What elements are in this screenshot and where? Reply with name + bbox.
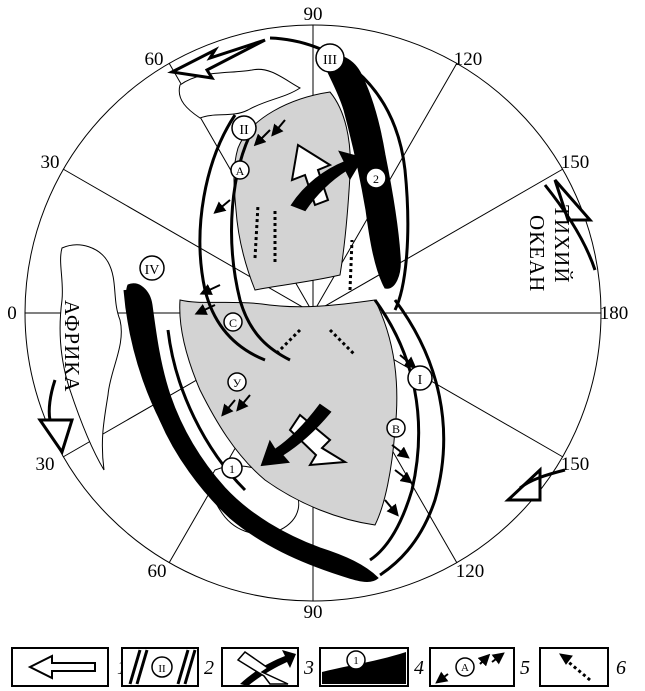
legend-badge-5: А: [461, 662, 469, 674]
belt-badges: III II IV I: [139, 43, 433, 391]
svg-text:II: II: [239, 123, 249, 138]
degree-labels: 90 90 0 180 60 30 30 60 120 150 150 120: [7, 4, 628, 623]
legend-badge-4: 1: [353, 655, 359, 667]
dashed-arrow-icon: [559, 653, 591, 682]
open-arrow-icon: [27, 654, 96, 680]
arc-IV: [123, 289, 361, 577]
deg-upper-left-60: 60: [145, 49, 164, 70]
badge-point-U: У: [227, 372, 247, 392]
legend-item-4: 1 4: [319, 647, 424, 687]
south-block: [179, 299, 398, 526]
open-arrow-nw: [167, 38, 266, 80]
svg-text:В: В: [392, 422, 400, 436]
arc-III-outer: [269, 36, 410, 311]
svg-text:III: III: [323, 53, 337, 68]
zone-2-black: [321, 54, 401, 289]
north-black-arrow: [290, 150, 364, 212]
deg-upper-right-120: 120: [454, 49, 483, 70]
region-pacific-1: ТИХИЙ: [550, 205, 574, 284]
legend-item-6: 6: [539, 647, 626, 687]
svg-text:А: А: [236, 164, 245, 178]
legend-badge-2: II: [158, 663, 166, 675]
open-arrow-ne: [553, 179, 594, 222]
badge-I: I: [407, 365, 433, 391]
deg-lower-left-60: 60: [148, 561, 167, 582]
europe-outline: [178, 68, 301, 119]
small-arrows-icon: [435, 652, 505, 684]
south-black-arrow: [260, 403, 332, 467]
dashed-arrows: [253, 204, 357, 357]
badge-zone-1: 1: [221, 457, 243, 479]
badge-II: II: [231, 115, 257, 141]
black-zone-icon: [322, 650, 406, 684]
arc-I-outer: [379, 299, 446, 577]
svg-text:I: I: [418, 373, 423, 388]
legend-item-1: 1: [11, 647, 127, 687]
legend-num-6: 6: [616, 657, 626, 679]
region-africa: АФРИКА: [60, 300, 84, 392]
crossed-arrows-icon: [236, 650, 296, 686]
legend-item-5: А 5: [429, 647, 530, 687]
small-arrows: [194, 119, 417, 517]
zone-badges: 2 1 А С У В: [221, 160, 406, 479]
legend: 1 II 2 3: [11, 647, 626, 687]
deg-lower-right-150: 150: [561, 454, 590, 475]
badge-III: III: [315, 43, 345, 73]
deg-upper-right-150: 150: [561, 152, 590, 173]
belt-arcs: [123, 36, 446, 577]
badge-point-C: С: [223, 312, 243, 332]
badge-zone-2: 2: [365, 167, 387, 189]
belt-lines-icon: [128, 649, 197, 685]
svg-text:1: 1: [229, 462, 235, 476]
region-labels: АФРИКА ТИХИЙ ОКЕАН: [60, 205, 574, 392]
open-arrow-sw: [37, 418, 75, 456]
svg-text:IV: IV: [145, 263, 160, 278]
africa-outline: [59, 244, 122, 471]
legend-num-2: 2: [204, 657, 214, 679]
deg-bottom: 90: [304, 602, 323, 623]
deg-lower-left-30: 30: [36, 454, 55, 475]
legend-num-4: 4: [414, 657, 424, 679]
badge-point-A: А: [230, 160, 250, 180]
region-pacific-2: ОКЕАН: [525, 215, 549, 292]
legend-item-2: II 2: [121, 647, 214, 687]
svg-text:У: У: [233, 376, 242, 390]
badge-IV: IV: [139, 255, 165, 281]
deg-right: 180: [600, 303, 629, 324]
deg-top: 90: [304, 4, 323, 25]
deg-left: 0: [7, 303, 17, 324]
deg-lower-right-120: 120: [456, 561, 485, 582]
crossed-arrows: [260, 143, 364, 467]
badge-point-B: В: [386, 418, 406, 438]
svg-text:2: 2: [373, 172, 379, 186]
arc-I-inner: [369, 299, 421, 562]
arc-II: [198, 114, 266, 362]
deg-upper-left-30: 30: [41, 152, 60, 173]
legend-num-3: 3: [303, 657, 314, 679]
plate-motion-arrows: [37, 38, 597, 502]
legend-num-5: 5: [520, 657, 530, 679]
legend-item-3: 3: [221, 647, 314, 687]
svg-text:С: С: [229, 316, 237, 330]
